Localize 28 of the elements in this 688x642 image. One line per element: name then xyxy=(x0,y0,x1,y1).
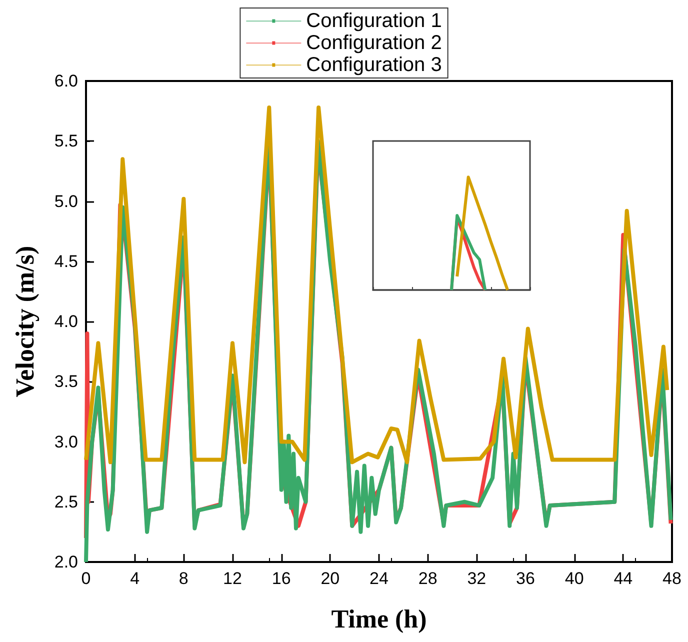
x-tick-label: 12 xyxy=(223,569,242,588)
line-series xyxy=(84,105,670,464)
x-tick-label: 32 xyxy=(467,569,486,588)
x-tick-label: 44 xyxy=(614,569,633,588)
legend-label: Configuration 1 xyxy=(306,10,442,32)
x-tick-label: 20 xyxy=(320,569,340,588)
y-tick-label: 4.0 xyxy=(54,312,78,331)
y-tick-label: 2.0 xyxy=(54,552,78,572)
y-tick-label: 2.5 xyxy=(54,492,78,512)
x-tick-label: 4 xyxy=(130,569,140,588)
x-tick-label: 8 xyxy=(178,569,188,588)
legend-label: Configuration 2 xyxy=(306,32,442,54)
y-tick-label: 5.5 xyxy=(54,132,78,151)
x-tick-label: 48 xyxy=(662,569,682,588)
y-tick-label: 3.5 xyxy=(54,372,78,392)
x-tick-label: 16 xyxy=(272,569,291,588)
x-tick-label: 0 xyxy=(81,569,91,588)
x-tick-label: 36 xyxy=(516,569,535,588)
x-tick-label: 24 xyxy=(370,569,388,588)
x-tick-label: 28 xyxy=(418,569,438,588)
y-tick-label: 5.0 xyxy=(54,192,78,211)
y-axis-title: Velocity (m/s) xyxy=(10,246,40,398)
y-tick-label: 6.0 xyxy=(54,72,78,90)
y-tick-label: 4.5 xyxy=(54,252,78,271)
legend-label: Configuration 3 xyxy=(306,54,442,76)
x-tick-label: 40 xyxy=(564,569,584,588)
x-axis-title: Time (h) xyxy=(331,604,427,634)
y-tick-label: 3.0 xyxy=(54,432,78,452)
